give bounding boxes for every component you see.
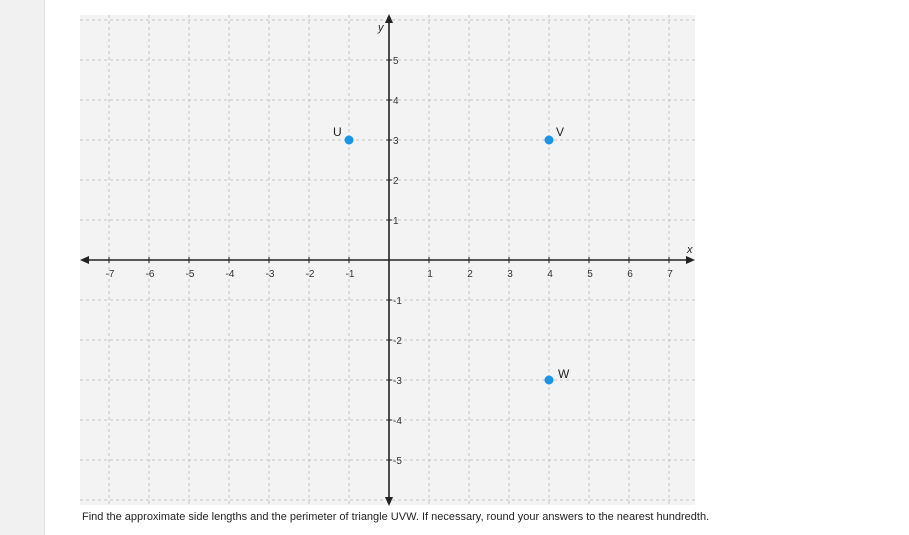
points: U V W [333,125,570,385]
y-tick-label: 3 [393,136,399,147]
x-tick-label: 2 [467,269,473,280]
y-tick-label: 2 [393,176,399,187]
x-tick-label: -4 [226,269,235,280]
x-axis-right-arrow [686,256,695,264]
point-w-label: W [558,367,570,381]
point-v [544,135,554,145]
x-tick-label: 6 [627,269,633,280]
point-u-label: U [333,125,342,139]
x-tick-label: 4 [547,269,553,280]
x-tick-label: -6 [146,269,155,280]
x-tick-label: -3 [266,269,275,280]
x-tick-label: 3 [507,269,513,280]
question-prompt: Find the approximate side lengths and th… [82,511,710,523]
x-axis-left-arrow [80,256,89,264]
tick-labels: -7 -6 -5 -4 -3 -2 -1 1 2 3 4 5 6 7 -5 -4 -3 -2 -1 1 2 3 4 5 [106,56,674,467]
x-tick-label: 1 [427,269,433,280]
x-tick-label: 7 [667,269,673,280]
x-axis-label: x [686,244,693,256]
y-tick-label: -2 [393,336,402,347]
x-tick-label: -5 [186,269,195,280]
y-tick-label: -5 [393,456,402,467]
x-tick-label: -2 [306,269,315,280]
y-tick-label: -3 [393,376,402,387]
point-w [544,375,554,385]
y-tick-label: 4 [393,96,399,107]
coordinate-graph: xy -7 -6 -5 -4 -3 -2 -1 1 2 3 4 5 6 7-5-4-3-2-112345 … [80,14,695,506]
x-tick-label: 5 [587,269,593,280]
y-tick-label: 1 [393,216,399,227]
y-tick-label: -4 [393,416,402,427]
point-u [344,135,354,145]
y-tick-label: -1 [393,296,402,307]
y-axis-label: y [377,22,385,34]
x-tick-label: -1 [346,269,355,280]
left-sidebar [0,0,45,535]
y-axis-top-arrow [385,14,393,23]
point-v-label: V [556,125,564,139]
x-tick-label: -7 [106,269,115,280]
y-tick-label: 5 [393,56,399,67]
y-axis-bottom-arrow [385,497,393,506]
